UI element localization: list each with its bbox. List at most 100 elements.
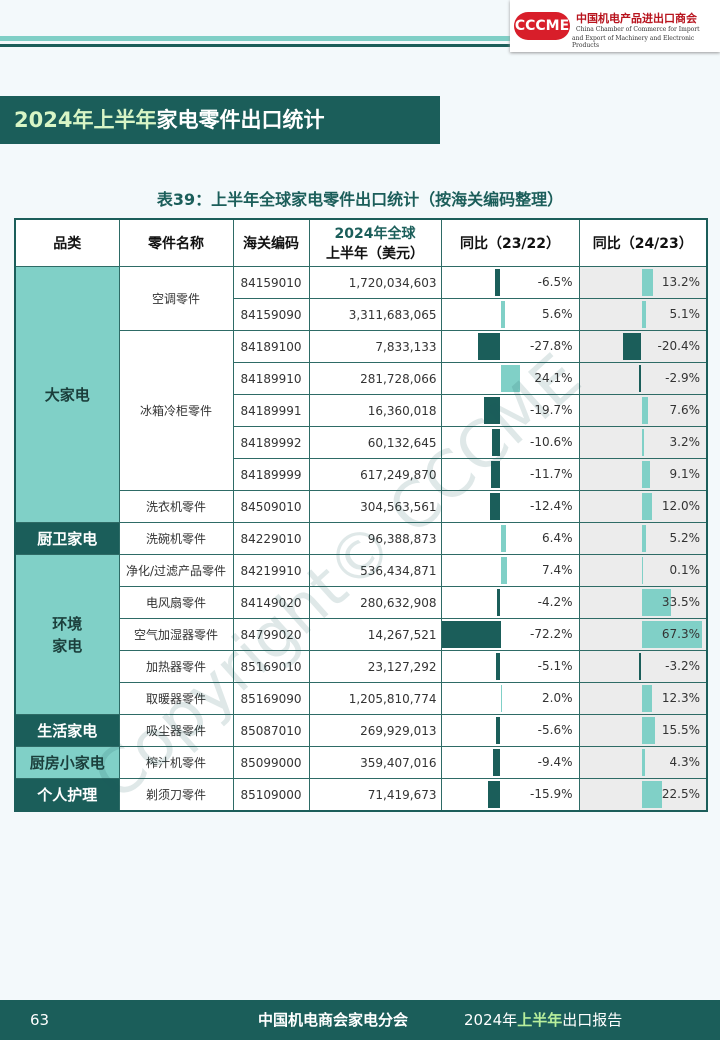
yoy-label: 67.3% [661,627,700,641]
part-name: 加热器零件 [118,650,234,683]
part-name: 冰箱冷柜零件 [118,330,234,491]
table-row: 84189991 16,360,018 -19.7% 7.6% [15,394,708,427]
yoy-bar [490,461,501,488]
yoy-cell: 15.5% [578,714,708,747]
footer-report-part: 2024年 [464,1011,518,1029]
yoy-bar [500,685,503,712]
yoy-cell: 5.6% [440,298,580,331]
col-header: 零件名称 [118,218,234,267]
part-name: 净化/过滤产品零件 [118,554,234,587]
category: 厨卫家电 [14,522,120,555]
top-stripe [0,36,510,41]
yoy-label: 22.5% [661,787,700,801]
table-row: 取暖器零件 85169090 1,205,810,774 2.0% 12.3% [15,682,708,715]
yoy-cell: 12.0% [578,490,708,523]
org-cn: 中国机电产品进出口商会 [576,12,697,25]
yoy-label: -15.9% [530,787,573,801]
export-value: 280,632,908 [308,586,442,619]
yoy-bar [497,589,501,616]
yoy-cell: -12.4% [440,490,580,523]
table-row: 电风扇零件 84149020 280,632,908 -4.2% 33.5% [15,586,708,619]
yoy-label: -10.6% [530,435,573,449]
export-value: 536,434,871 [308,554,442,587]
yoy-label: 24.1% [534,371,573,385]
yoy-label: 3.2% [669,435,701,449]
table-row: 84189999 617,249,870 -11.7% 9.1% [15,458,708,491]
yoy-bar [492,749,501,776]
yoy-label: -5.1% [537,659,573,673]
export-value: 71,419,673 [308,778,442,812]
yoy-cell: 6.4% [440,522,580,555]
yoy-bar [641,461,650,488]
col-header-line: 2024年全球 [334,226,416,242]
hs-code: 85169090 [232,682,310,715]
yoy-cell: 0.1% [578,554,708,587]
yoy-label: 12.3% [661,691,700,705]
yoy-label: -12.4% [530,499,573,513]
col-header-line: 上半年（美元） [326,246,424,262]
yoy-label: 7.6% [669,403,701,417]
yoy-label: 0.1% [669,563,701,577]
hs-code: 84149020 [232,586,310,619]
hs-code: 84159090 [232,298,310,331]
table-row: 个人护理 剃须刀零件 85109000 71,419,673 -15.9% 22.5% [14,778,708,812]
yoy-bar [500,365,521,392]
export-value: 14,267,521 [308,618,442,651]
col-header: 同比（24/23） [578,218,708,267]
table-row: 空气加湿器零件 84799020 14,267,521 -72.2% 67.3% [15,618,708,651]
yoy-cell: -5.6% [440,714,580,747]
yoy-cell: -72.2% [440,618,580,651]
table-row: 84189910 281,728,066 24.1% -2.9% [15,362,708,395]
yoy-label: 5.2% [669,531,701,545]
part-name: 空气加湿器零件 [118,618,234,651]
footer: 63 中国机电商会家电分会 2024年上半年出口报告 [0,1000,720,1040]
part-name: 洗衣机零件 [118,490,234,523]
yoy-label: 13.2% [661,275,700,289]
yoy-label: 15.5% [661,723,700,737]
footer-report-part: 上半年 [517,1011,563,1029]
yoy-cell: -9.4% [440,746,580,779]
part-name: 取暖器零件 [118,682,234,715]
part-name: 空调零件 [118,266,234,331]
hs-code: 84189910 [232,362,310,395]
yoy-label: 2.0% [542,691,573,705]
col-header: 2024年全球 上半年（美元） [308,218,442,267]
hs-code: 84509010 [232,490,310,523]
export-value: 1,205,810,774 [308,682,442,715]
yoy-cell: -4.2% [440,586,580,619]
yoy-label: -5.6% [537,723,573,737]
hs-code: 85169010 [232,650,310,683]
yoy-label: 6.4% [542,531,573,545]
hs-code: 84159010 [232,266,310,299]
yoy-bar [441,621,501,648]
yoy-label: -19.7% [530,403,573,417]
yoy-cell: 3.2% [578,426,708,459]
category: 厨房小家电 [14,746,120,779]
category: 环境 家电 [14,554,120,715]
export-value: 281,728,066 [308,362,442,395]
yoy-cell: 5.1% [578,298,708,331]
table-caption: 表39：上半年全球家电零件出口统计（按海关编码整理） [156,190,564,209]
export-value: 1,720,034,603 [308,266,442,299]
yoy-cell: -11.7% [440,458,580,491]
yoy-bar [500,301,506,328]
org-en: and Export of Machinery and Electronic P… [572,35,695,49]
footer-org: 中国机电商会家电分会 [258,1011,409,1029]
yoy-bar [495,269,501,296]
yoy-cell: 2.0% [440,682,580,715]
yoy-bar [641,717,656,744]
logo-box: CCCME 中国机电产品进出口商会 China Chamber of Comme… [510,0,720,52]
col-header: 品类 [14,218,120,267]
yoy-label: -11.7% [530,467,573,481]
yoy-bar [641,493,653,520]
yoy-cell: 4.3% [578,746,708,779]
table: 品类 零件名称 海关编码 2024年全球 上半年（美元） 同比（23/22） 同比… [14,218,708,812]
table-row: 84189992 60,132,645 -10.6% 3.2% [15,426,708,459]
export-value: 3,311,683,065 [308,298,442,331]
hs-code: 84189999 [232,458,310,491]
part-name: 榨汁机零件 [118,746,234,779]
category: 大家电 [14,266,120,523]
yoy-cell: 13.2% [578,266,708,299]
table-row: 冰箱冷柜零件 84189100 7,833,133 -27.8% -20.4% [15,330,708,491]
yoy-bar [623,333,642,360]
